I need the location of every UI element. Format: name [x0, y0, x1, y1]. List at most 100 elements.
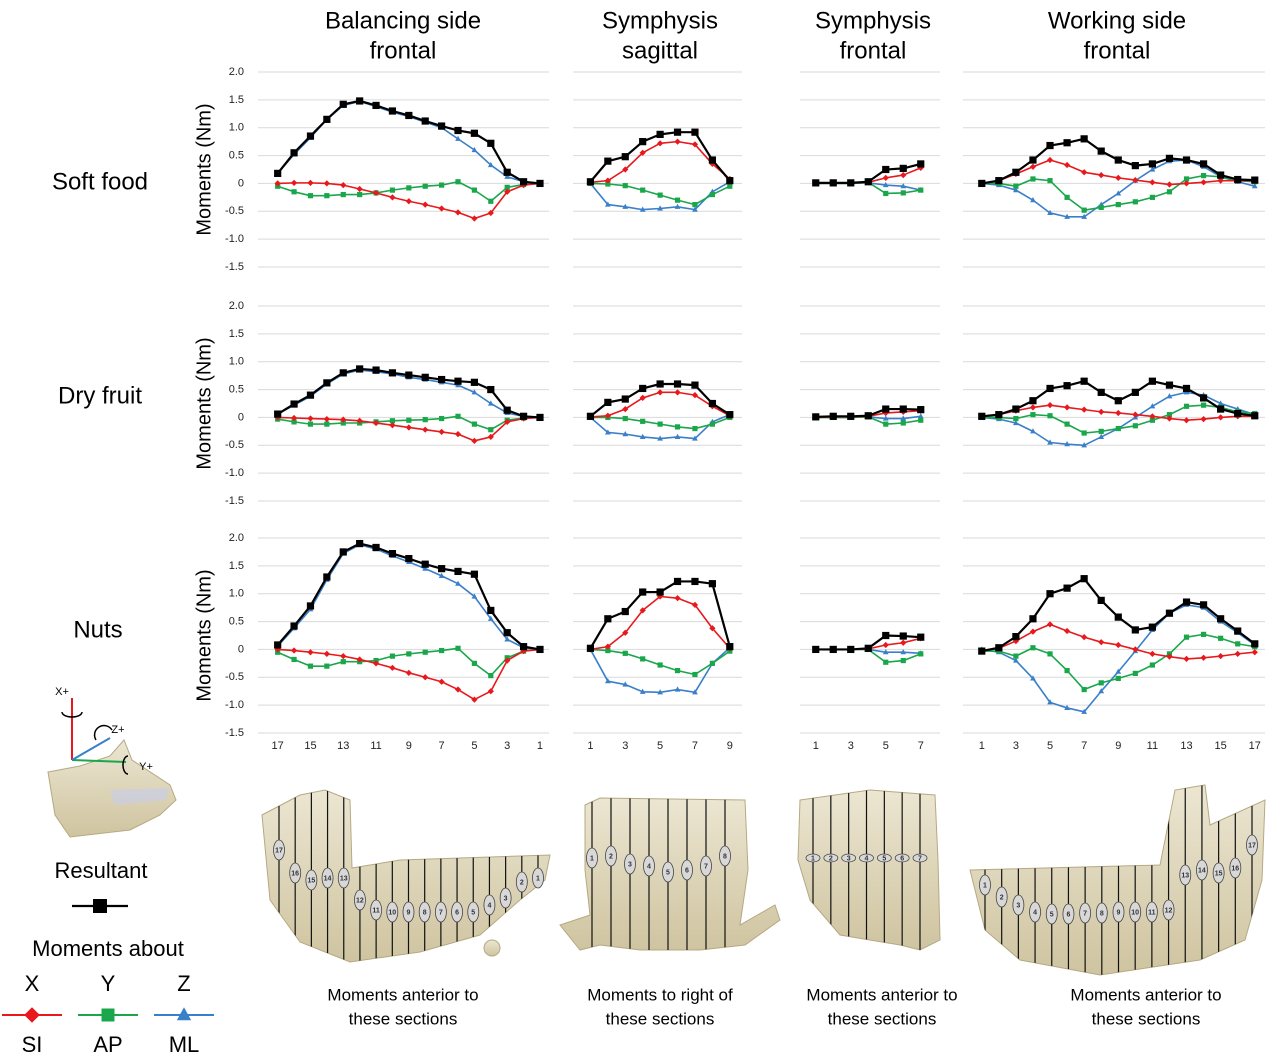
- data-point: [1099, 680, 1104, 685]
- data-point: [423, 417, 428, 422]
- data-point: [917, 160, 924, 167]
- x-tick-label: 5: [883, 740, 889, 752]
- y-tick-label: 1.0: [229, 356, 244, 368]
- data-point: [422, 374, 429, 381]
- data-point: [1200, 416, 1206, 422]
- data-point: [623, 183, 628, 188]
- x-tick-label: 3: [1013, 740, 1019, 752]
- data-point: [674, 595, 680, 601]
- data-point: [1064, 404, 1070, 410]
- data-point: [390, 188, 395, 193]
- data-point: [471, 130, 478, 137]
- section-label: 17: [1248, 842, 1256, 849]
- section-label: 16: [1231, 865, 1239, 872]
- data-point: [901, 420, 906, 425]
- data-point: [710, 661, 715, 666]
- section-label: 14: [324, 875, 332, 882]
- data-point: [978, 648, 985, 655]
- data-point: [290, 622, 297, 629]
- data-point: [726, 177, 733, 184]
- x-tick-label: 9: [1115, 740, 1121, 752]
- x-tick-label: 5: [657, 740, 663, 752]
- data-point: [691, 129, 698, 136]
- section-label: 5: [1050, 911, 1054, 918]
- data-point: [657, 588, 664, 595]
- x-tick-label: 3: [504, 740, 510, 752]
- data-point: [1013, 654, 1018, 659]
- data-point: [454, 378, 461, 385]
- data-point: [356, 540, 363, 547]
- y-tick-label: 1.5: [229, 328, 244, 340]
- data-point: [1235, 651, 1241, 657]
- section-label: 3: [847, 855, 851, 862]
- section-label: 11: [1148, 909, 1156, 916]
- data-point: [472, 661, 477, 666]
- data-point: [372, 366, 379, 373]
- data-point: [472, 188, 477, 193]
- data-point: [291, 657, 296, 662]
- mandible-shape: [484, 940, 500, 956]
- y-tick-label: -1.0: [225, 699, 244, 711]
- data-point: [639, 588, 646, 595]
- data-point: [1200, 655, 1206, 661]
- y-tick-label: 1.5: [229, 94, 244, 106]
- data-point: [290, 400, 297, 407]
- data-point: [1012, 633, 1019, 640]
- data-point: [323, 116, 330, 123]
- column-title: frontal: [1084, 37, 1151, 64]
- data-point: [847, 413, 854, 420]
- section-label: 16: [291, 870, 299, 877]
- data-point: [1150, 662, 1155, 667]
- data-point: [900, 632, 907, 639]
- data-point: [1116, 426, 1121, 431]
- data-point: [1149, 160, 1156, 167]
- data-point: [1064, 422, 1069, 427]
- x-tick-label: 17: [1249, 740, 1261, 752]
- data-point: [640, 656, 645, 661]
- data-point: [1081, 378, 1088, 385]
- data-point: [1149, 651, 1155, 657]
- data-point: [1115, 175, 1121, 181]
- data-point: [1132, 626, 1139, 633]
- data-point: [406, 670, 412, 676]
- data-point: [324, 193, 329, 198]
- data-point: [1029, 397, 1036, 404]
- data-point: [389, 665, 395, 671]
- data-point: [405, 371, 412, 378]
- data-point: [471, 438, 477, 444]
- data-point: [901, 190, 906, 195]
- data-point: [422, 427, 428, 433]
- data-point: [389, 194, 395, 200]
- data-point: [504, 407, 511, 414]
- data-point: [1200, 179, 1206, 185]
- data-point: [438, 122, 445, 129]
- legend-title: Moments about: [32, 936, 184, 961]
- legend-marker: [177, 1007, 191, 1020]
- data-point: [1081, 634, 1087, 640]
- data-point: [691, 578, 698, 585]
- legend-label: Resultant: [55, 858, 148, 883]
- data-point: [389, 107, 396, 114]
- section-label: 3: [628, 861, 632, 868]
- series-line: [590, 648, 729, 693]
- caption: these sections: [828, 1009, 937, 1028]
- data-point: [438, 429, 444, 435]
- data-point: [357, 192, 362, 197]
- data-point: [324, 664, 329, 669]
- legend-label: SI: [22, 1032, 43, 1057]
- data-point: [1149, 624, 1156, 631]
- data-point: [658, 193, 663, 198]
- data-point: [1081, 407, 1087, 413]
- section-label: 7: [704, 863, 708, 870]
- data-point: [1082, 687, 1087, 692]
- data-point: [308, 193, 313, 198]
- data-point: [1166, 155, 1173, 162]
- data-point: [341, 659, 346, 664]
- data-point: [1201, 173, 1206, 178]
- data-point: [1082, 208, 1087, 213]
- data-point: [1183, 385, 1190, 392]
- data-point: [1217, 405, 1224, 412]
- data-point: [691, 382, 698, 389]
- inset-label: Y+: [139, 761, 153, 773]
- data-point: [438, 205, 444, 211]
